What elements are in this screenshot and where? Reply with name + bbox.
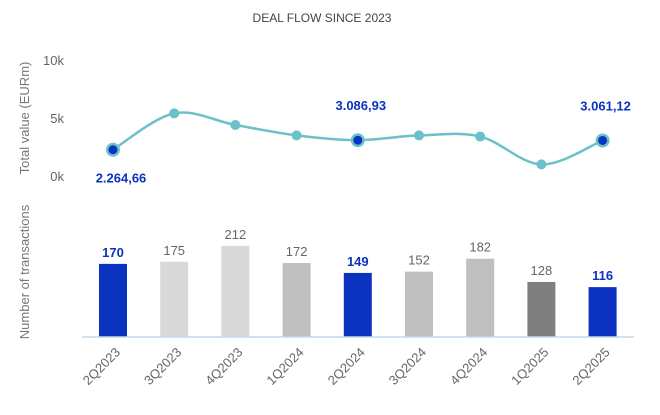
line-point-highlight: [598, 135, 608, 145]
bar: [221, 245, 250, 337]
x-tick-label: 2Q2024: [325, 345, 368, 388]
bar-data-label: 152: [408, 253, 430, 268]
bar: [343, 272, 372, 337]
bar-data-label: 182: [469, 240, 491, 255]
line-point: [230, 119, 241, 130]
bar-y-axis-title: Number of transactions: [17, 204, 32, 339]
x-tick-label: 2Q2023: [80, 345, 123, 388]
bar-data-label: 170: [102, 245, 124, 260]
y-tick-label: 5k: [50, 111, 64, 126]
bar: [99, 263, 127, 337]
bar-data-label: 149: [347, 254, 369, 269]
x-tick-label: 4Q2023: [202, 345, 245, 388]
line-point-highlight: [108, 145, 118, 155]
bar-series: 170 175 212 172 149 152 182 128 116: [99, 227, 617, 337]
line-data-label: 3.061,12: [580, 98, 631, 113]
x-axis-ticks: 2Q2023 3Q2023 4Q2023 1Q2024 2Q2024 3Q2024 4Q20…: [80, 345, 613, 388]
y-tick-label: 10k: [43, 53, 64, 68]
chart-title: DEAL FLOW SINCE 2023: [253, 11, 392, 25]
bar-data-label: 172: [286, 244, 308, 259]
y-tick-label: 0k: [50, 169, 64, 184]
x-tick-label: 3Q2024: [386, 345, 429, 388]
line-point: [169, 108, 180, 119]
bar-data-label: 116: [592, 268, 613, 283]
x-tick-label: 3Q2023: [141, 345, 184, 388]
bar-data-label: 128: [531, 263, 553, 278]
line-point: [414, 130, 424, 141]
bar-data-label: 175: [163, 243, 185, 258]
bar: [588, 287, 617, 337]
line-data-label: 2.264,66: [96, 171, 147, 186]
bar: [527, 281, 556, 337]
x-tick-label: 4Q2024: [447, 345, 490, 388]
line-point-highlight: [353, 135, 363, 145]
line-series: 2.264,66 3.086,93 3.061,12: [96, 98, 631, 186]
line-y-axis-title: Total value (EURm): [17, 62, 32, 175]
bar: [466, 258, 495, 337]
bar: [160, 261, 189, 337]
x-tick-label: 1Q2025: [508, 345, 551, 388]
bar: [282, 263, 311, 337]
x-tick-label: 1Q2024: [263, 345, 306, 388]
bar: [405, 271, 433, 337]
line-point: [536, 159, 547, 170]
bar-data-label: 212: [225, 227, 247, 242]
line-data-label: 3.086,93: [335, 98, 386, 113]
line-y-ticks: 0k 5k 10k: [43, 53, 64, 184]
line-point: [291, 130, 302, 141]
line-point: [475, 131, 486, 142]
x-tick-label: 2Q2025: [569, 345, 612, 388]
